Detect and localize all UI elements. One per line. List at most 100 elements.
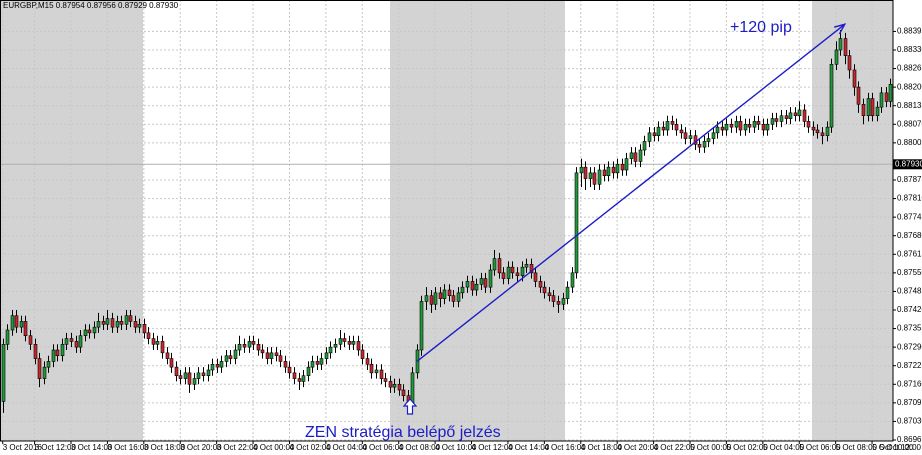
candle-body (392, 383, 397, 388)
candle-body (574, 172, 579, 274)
candle-body (661, 126, 666, 131)
candle-body (811, 126, 816, 131)
candle-body (624, 158, 629, 171)
candle-body (301, 375, 306, 382)
candle-body (542, 286, 547, 294)
candle-body (524, 263, 529, 268)
y-tick-label: 0.87615 (897, 249, 922, 258)
candle-body (201, 372, 206, 377)
candle-body (861, 103, 866, 117)
candle-body (597, 169, 602, 185)
candle-body (237, 343, 242, 351)
candle-body (151, 338, 156, 345)
x-tick-label: 3 Oct 2016 (3, 443, 43, 452)
candle-body (96, 321, 101, 328)
candle-body (852, 69, 857, 88)
candle-body (820, 132, 825, 137)
candle-body (515, 272, 520, 277)
candle-body (356, 341, 361, 351)
candle-body (838, 38, 843, 51)
candle-body (224, 355, 229, 362)
x-tick-label: 5 Oct 02:00 (726, 443, 768, 452)
candle-body (688, 135, 693, 139)
candle-body (429, 295, 434, 305)
candle-body (92, 326, 97, 334)
y-tick-label: 0.88135 (897, 101, 922, 110)
candle-body (315, 361, 320, 365)
y-tick-label: 0.87095 (897, 398, 922, 407)
candle-body (588, 172, 593, 179)
candle-body (856, 86, 861, 105)
candle-body (510, 266, 515, 274)
candle-body (342, 338, 347, 342)
x-tick-label: 5 Oct 12:00 (880, 443, 922, 452)
y-tick-label: 0.88395 (897, 27, 922, 36)
y-tick-label: 0.87875 (897, 175, 922, 184)
x-tick-label: 4 Oct 20:00 (617, 443, 659, 452)
candle-body (324, 352, 329, 359)
candle-body (729, 123, 734, 128)
candle-body (456, 292, 461, 302)
candle-body (802, 109, 807, 122)
x-tick-label: 3 Oct 16:00 (107, 443, 149, 452)
candle-body (101, 321, 106, 325)
candles (1, 30, 893, 413)
candle-body (37, 358, 42, 379)
candle-body (178, 375, 183, 379)
annotation: +120 pip (730, 19, 792, 36)
candle-body (410, 372, 415, 405)
candle-body (128, 315, 133, 322)
candle-body (529, 263, 534, 274)
candle-body (533, 272, 538, 282)
candle-body (292, 372, 297, 379)
candle-body (756, 121, 761, 125)
candle-body (433, 292, 438, 305)
candle-body (1, 343, 6, 402)
candle-body (192, 378, 197, 385)
candle-body (369, 363, 374, 374)
candle-body (888, 83, 893, 102)
candle-body (451, 295, 456, 302)
x-tick-label: 4 Oct 00:00 (253, 443, 295, 452)
candle-body (401, 389, 406, 397)
x-tick-label: 4 Oct 14:00 (508, 443, 550, 452)
x-tick-label: 3 Oct 20:00 (180, 443, 222, 452)
candle-body (829, 63, 834, 128)
candle-body (183, 372, 188, 379)
candle-body (155, 341, 160, 345)
candle-body (219, 361, 224, 368)
candle-body (51, 349, 56, 362)
candle-body (69, 338, 74, 342)
candle-body (702, 141, 707, 148)
candle-body (715, 126, 720, 134)
candle-body (765, 123, 770, 131)
candle-body (365, 358, 370, 365)
candle-body (306, 366, 311, 377)
candle-body (160, 341, 165, 354)
candle-body (674, 123, 679, 131)
candle-body (847, 55, 852, 71)
x-tick-label: 5 Oct 08:00 (836, 443, 878, 452)
candle-body (110, 318, 115, 328)
candle-body (187, 372, 192, 385)
candle-body (60, 343, 65, 357)
candle-body (383, 378, 388, 382)
candle-body (665, 121, 670, 131)
candle-body (652, 132, 657, 137)
candle-body (424, 295, 429, 302)
candle-body (806, 121, 811, 128)
candle-body (720, 126, 725, 131)
candle-body (78, 335, 83, 348)
candle-body (497, 258, 502, 274)
candle-body (269, 352, 274, 359)
grid (0, 0, 893, 441)
candle-body (14, 315, 19, 328)
candle-body (233, 349, 238, 359)
candle-body (174, 366, 179, 377)
candle-body (328, 346, 333, 354)
